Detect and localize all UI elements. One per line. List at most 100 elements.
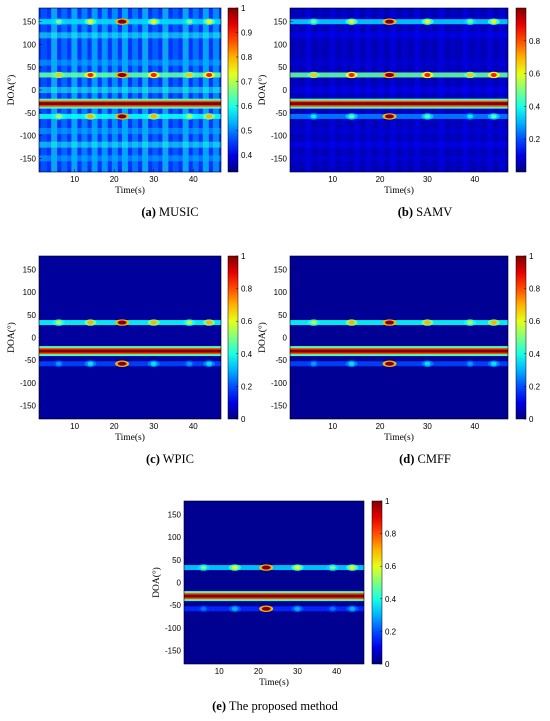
heatmap-field	[290, 256, 508, 419]
y-axis-label: DOA(°)	[6, 322, 17, 353]
source-hotspot	[261, 565, 271, 570]
source-hotspot	[261, 606, 271, 611]
y-tick-label: -100	[20, 379, 37, 388]
y-tick-label: 0	[177, 579, 182, 588]
source-hotspot	[206, 114, 213, 119]
source-hotspot	[186, 19, 193, 24]
source-hotspot	[385, 19, 395, 24]
source-track	[39, 349, 221, 353]
source-hotspot	[349, 606, 356, 611]
y-tick-label: -150	[271, 401, 288, 410]
source-hotspot	[424, 320, 431, 325]
colorbar	[515, 255, 527, 420]
y-tick-label: 0	[283, 334, 288, 343]
source-hotspot	[206, 72, 213, 77]
colorbar-tick-label: 0	[529, 415, 534, 424]
source-hotspot	[117, 361, 127, 366]
y-axis-label: DOA(°)	[6, 75, 17, 106]
source-hotspot	[294, 606, 301, 611]
source-hotspot	[490, 114, 497, 119]
source-hotspot	[490, 19, 497, 24]
colorbar-tick-label: 0.2	[241, 382, 253, 391]
y-tick-label: 100	[274, 288, 288, 297]
source-hotspot	[186, 361, 193, 366]
y-tick-label: 150	[23, 18, 37, 27]
y-tick-label: 50	[172, 556, 181, 565]
source-track	[290, 361, 508, 367]
source-hotspot	[348, 320, 355, 325]
source-hotspot	[310, 114, 317, 119]
y-tick-label: -100	[271, 132, 288, 141]
caption-b: (b) SAMV	[397, 205, 453, 219]
x-tick-label: 30	[149, 422, 158, 431]
y-tick-label: -100	[271, 379, 288, 388]
source-hotspot	[206, 320, 213, 325]
y-tick-label: -150	[165, 646, 182, 655]
source-hotspot	[117, 320, 127, 325]
colorbar-tick-label: 0.2	[529, 135, 541, 144]
source-hotspot	[467, 19, 474, 24]
source-hotspot	[385, 114, 395, 119]
source-hotspot	[467, 361, 474, 366]
source-hotspot	[329, 606, 336, 611]
source-hotspot	[310, 320, 317, 325]
heatmap-field	[184, 501, 364, 664]
x-tick-label: 30	[423, 175, 432, 184]
colorbar-tick-label: 1	[529, 252, 534, 261]
colorbar-tick-label: 0.5	[241, 126, 253, 135]
source-track	[39, 113, 221, 119]
noise-band	[290, 155, 508, 162]
source-track	[290, 72, 508, 78]
y-tick-label: 50	[27, 311, 36, 320]
y-tick-label: 100	[23, 40, 37, 49]
source-hotspot	[490, 361, 497, 366]
y-tick-label: 50	[27, 63, 36, 72]
colorbar-tick-label: 0.4	[241, 350, 253, 359]
x-tick-label: 20	[376, 175, 385, 184]
y-tick-label: -100	[20, 132, 37, 141]
y-tick-label: 100	[168, 533, 182, 542]
y-tick-label: 150	[274, 266, 288, 275]
x-tick-label: 30	[149, 175, 158, 184]
x-axis-label: Time(s)	[259, 677, 289, 688]
source-track	[39, 320, 221, 326]
source-track	[184, 565, 364, 571]
y-tick-label: -50	[24, 109, 36, 118]
source-hotspot	[349, 565, 356, 570]
colorbar-tick-label: 0.6	[529, 317, 541, 326]
source-hotspot	[490, 320, 497, 325]
x-tick-label: 20	[376, 422, 385, 431]
colorbar	[227, 255, 239, 420]
caption-d: (d) CMFF	[399, 452, 451, 466]
source-hotspot	[348, 114, 355, 119]
y-tick-label: 150	[168, 511, 182, 520]
noise-band	[39, 59, 221, 66]
source-hotspot	[150, 361, 157, 366]
source-hotspot	[206, 19, 213, 24]
x-tick-label: 20	[254, 667, 263, 676]
heatmap-field	[290, 8, 508, 172]
source-hotspot	[186, 320, 193, 325]
source-hotspot	[186, 72, 193, 77]
y-tick-label: -150	[20, 401, 37, 410]
colorbar-tick-label: 0	[385, 660, 390, 669]
source-hotspot	[348, 72, 355, 77]
colorbar-tick-label: 0.8	[385, 530, 397, 539]
colorbar-tick-label: 0.6	[385, 562, 397, 571]
colorbar-tick-label: 0.7	[241, 77, 253, 86]
caption-c: (c) WPIC	[145, 452, 195, 466]
source-track	[39, 72, 221, 78]
colorbar-tick-label: 0.6	[241, 102, 253, 111]
x-tick-label: 10	[70, 422, 79, 431]
colorbar-tick-label: 1	[385, 497, 390, 506]
source-hotspot	[385, 361, 395, 366]
source-hotspot	[424, 19, 431, 24]
source-hotspot	[310, 361, 317, 366]
source-hotspot	[87, 114, 94, 119]
x-axis-label: Time(s)	[384, 432, 414, 443]
source-track	[290, 349, 508, 353]
colorbar-tick-label: 0.4	[529, 102, 541, 111]
x-axis-label: Time(s)	[115, 432, 145, 443]
